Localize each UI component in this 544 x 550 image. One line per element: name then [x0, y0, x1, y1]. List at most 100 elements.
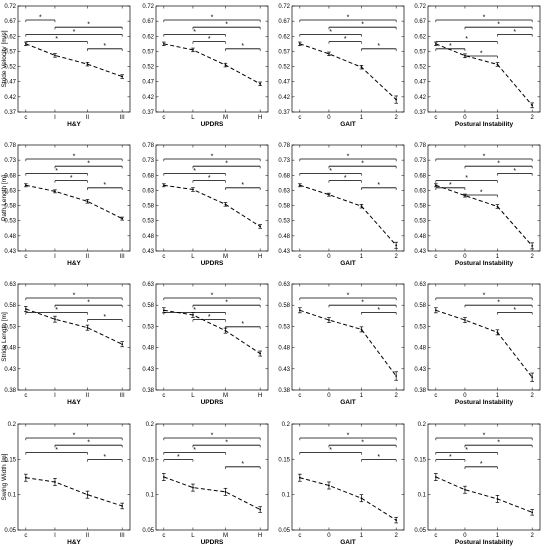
- y-tick-label: 0.47: [142, 80, 154, 86]
- significance-star: *: [449, 454, 452, 461]
- significance-star: *: [377, 182, 380, 189]
- x-axis-label: Postural Instability: [455, 539, 514, 546]
- significance-star: *: [497, 22, 500, 29]
- chart-panel: 0.43 0.48 0.53 0.58 0.63 0.68 0.73 0.78 c 0 1 2 Post…: [414, 143, 541, 267]
- axes-box: [291, 423, 405, 531]
- x-axis-label: GAIT: [340, 260, 356, 267]
- data-point: [434, 184, 437, 187]
- data-point: [54, 481, 56, 483]
- significance-star: *: [465, 447, 468, 454]
- data-point: [434, 42, 437, 45]
- data-point: [259, 508, 262, 511]
- data-point: [531, 244, 534, 247]
- data-point: [54, 190, 56, 193]
- y-tick-label: 0.53: [414, 219, 426, 225]
- axes-box: [17, 144, 131, 252]
- chart-panel: 0.370.420.470.520.570.620.670.72c I II IIIH…: [1, 4, 131, 128]
- significance-star: *: [55, 36, 58, 43]
- x-tick-label: L: [191, 115, 195, 121]
- y-tick-label: 0.43: [414, 367, 426, 373]
- y-tick-label: 0.63: [142, 282, 154, 288]
- y-tick-label: 0.2: [8, 422, 17, 428]
- y-tick-label: 0.1: [146, 493, 155, 499]
- y-tick-label: 0.48: [142, 234, 154, 240]
- significance-star: *: [193, 168, 196, 175]
- x-axis-label: H&Y: [67, 539, 81, 546]
- y-tick-label: 0.68: [278, 173, 290, 179]
- x-tick-label: M: [223, 533, 228, 539]
- x-tick-label: c: [24, 393, 27, 399]
- y-tick-label: 0.63: [4, 188, 16, 194]
- significance-star: *: [225, 300, 228, 307]
- significance-star: *: [329, 29, 332, 36]
- y-tick-label: 0.47: [4, 80, 16, 86]
- data-point: [298, 476, 301, 479]
- y-tick-label: 0.38: [414, 388, 426, 394]
- significance-star: *: [449, 43, 452, 50]
- y-tick-label: 0.37: [142, 110, 154, 116]
- y-tick-label: 0.2: [282, 422, 291, 428]
- data-point: [328, 193, 330, 196]
- data-point: [298, 184, 301, 187]
- y-tick-label: 0.43: [4, 367, 16, 373]
- y-tick-label: 0.43: [142, 249, 154, 255]
- significance-star: *: [208, 175, 211, 182]
- axes-box: [291, 5, 405, 113]
- x-tick-label: II: [86, 393, 90, 399]
- x-tick-label: II: [86, 115, 90, 121]
- data-point: [86, 63, 89, 66]
- data-point: [464, 319, 466, 321]
- significance-star: *: [211, 14, 214, 21]
- significance-star: *: [193, 307, 196, 314]
- significance-star: *: [513, 168, 516, 175]
- y-tick-label: 0.62: [4, 34, 16, 40]
- y-tick-label: 0.1: [8, 493, 17, 499]
- axes-box: [155, 5, 269, 113]
- data-point: [121, 505, 124, 507]
- significance-star: *: [465, 36, 468, 43]
- significance-star: *: [73, 153, 76, 160]
- data-point: [162, 42, 165, 45]
- x-tick-label: 2: [530, 254, 534, 260]
- data-point: [395, 519, 398, 522]
- y-tick-label: 0.37: [278, 110, 290, 116]
- series-line: [25, 184, 123, 220]
- y-tick-label: 0.47: [414, 80, 426, 86]
- chart-panel: 0.05 0.1 0.15 0.2 c 0 1 2 Postural Instability * *…: [414, 422, 541, 546]
- x-tick-label: 1: [496, 393, 500, 399]
- significance-star: *: [347, 432, 350, 439]
- x-tick-label: c: [162, 393, 165, 399]
- data-point: [496, 331, 499, 334]
- y-tick-label: 0.67: [4, 19, 16, 25]
- significance-star: *: [497, 440, 500, 447]
- series-line: [435, 184, 533, 247]
- y-tick-label: 0.68: [4, 173, 16, 179]
- y-tick-label: 0.73: [4, 158, 16, 164]
- x-tick-label: c: [298, 254, 301, 260]
- y-tick-label: 0.38: [278, 388, 290, 394]
- y-tick-label: 0.72: [142, 4, 154, 10]
- significance-star: *: [193, 447, 196, 454]
- data-point: [531, 104, 534, 107]
- significance-star: *: [177, 454, 180, 461]
- y-tick-label: 0.57: [414, 49, 426, 55]
- x-tick-label: L: [191, 254, 195, 260]
- series-line: [25, 308, 123, 345]
- significance-star: *: [211, 153, 214, 160]
- significance-star: *: [208, 314, 211, 321]
- significance-star: *: [347, 292, 350, 299]
- x-tick-label: I: [54, 115, 56, 121]
- y-tick-label: 0.58: [278, 303, 290, 309]
- x-tick-label: I: [54, 533, 56, 539]
- y-tick-label: 0.78: [142, 143, 154, 149]
- data-point: [121, 343, 124, 346]
- x-tick-label: H: [258, 393, 262, 399]
- axes-box: [427, 5, 541, 113]
- significance-star: *: [483, 153, 486, 160]
- x-tick-label: I: [54, 393, 56, 399]
- y-tick-label: 0.53: [4, 219, 16, 225]
- y-tick-label: 0.52: [278, 65, 290, 71]
- significance-star: *: [361, 22, 364, 29]
- significance-star: *: [208, 36, 211, 43]
